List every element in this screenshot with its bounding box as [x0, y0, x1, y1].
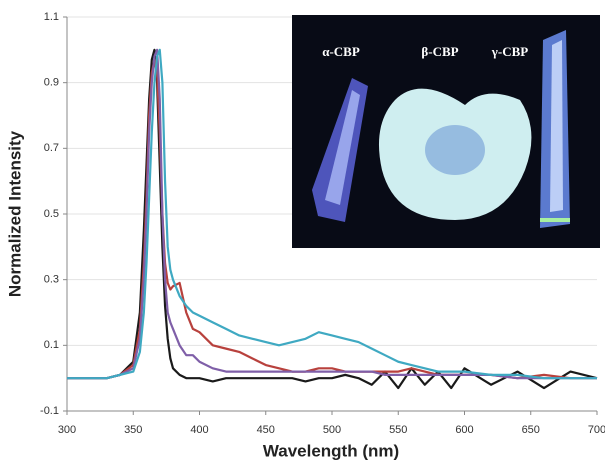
x-tick-label: 400 [190, 424, 208, 436]
x-tick-label: 450 [257, 424, 275, 436]
y-axis-title: Normalized Intensity [5, 130, 24, 297]
inset-label: β-CBP [421, 44, 458, 59]
x-axis-title: Wavelength (nm) [263, 441, 399, 460]
x-tick-label: 650 [522, 424, 540, 436]
x-tick-label: 700 [588, 424, 605, 436]
y-tick-label: -0.1 [40, 405, 59, 417]
data-line [67, 48, 597, 380]
y-tick-label: 1.1 [44, 11, 59, 23]
y-tick-label: 0.7 [44, 142, 59, 154]
y-tick-label: 0.5 [44, 208, 59, 220]
alpha-crystal-glow [325, 90, 360, 205]
data-line [67, 48, 597, 380]
x-tick-label: 350 [124, 424, 142, 436]
inset-photo: α-CBP β-CBP γ-CBP [292, 15, 600, 248]
x-tick-label: 550 [389, 424, 407, 436]
y-tick-label: 0.3 [44, 274, 59, 286]
y-tick-label: 0.1 [44, 339, 59, 351]
beta-crystal-core [425, 125, 485, 175]
x-tick-label: 600 [455, 424, 473, 436]
x-tick-label: 500 [323, 424, 341, 436]
gamma-crystal-edge [540, 218, 570, 222]
gamma-crystal-glow [550, 40, 563, 212]
y-tick-label: 0.9 [44, 77, 59, 89]
x-tick-label: 300 [58, 424, 76, 436]
data-line [67, 48, 598, 390]
inset-label: γ-CBP [491, 44, 528, 59]
inset-label: α-CBP [322, 44, 360, 59]
